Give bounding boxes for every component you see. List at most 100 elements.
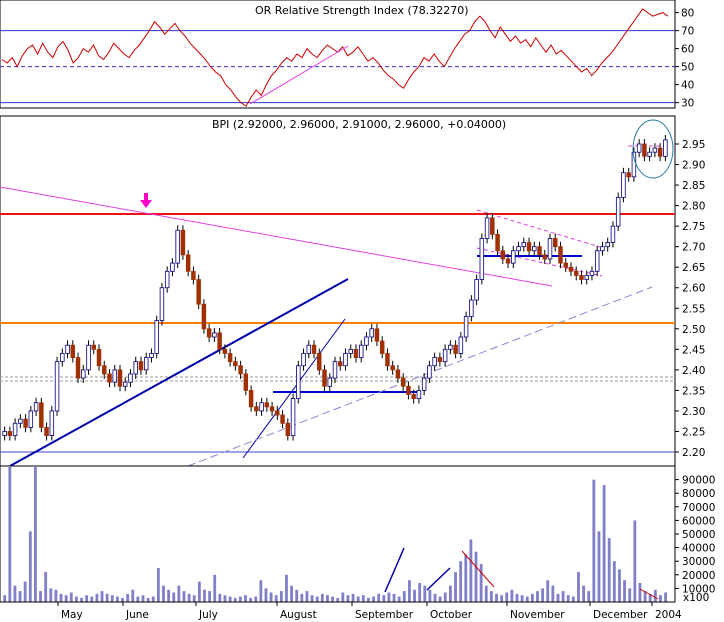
candle-down xyxy=(626,172,631,178)
candle-up xyxy=(432,357,437,367)
volume-bar xyxy=(336,597,340,602)
volume-bar xyxy=(300,593,304,602)
volume-bar xyxy=(305,591,309,602)
candle-down xyxy=(222,348,228,354)
volume-bar xyxy=(238,596,242,602)
candle-up xyxy=(474,279,479,301)
rsi-tick-label: 80 xyxy=(681,8,694,20)
volume-bar xyxy=(484,585,488,602)
volume-bar xyxy=(264,588,268,602)
rsi-title: OR Relative Strength Index (78.32270) xyxy=(255,4,469,17)
volume-bar xyxy=(13,585,17,602)
candle-down xyxy=(385,353,390,367)
volume-bar xyxy=(372,596,375,602)
volume-tick-label: 70000 xyxy=(682,502,715,514)
candle-down xyxy=(227,353,233,363)
candle-up xyxy=(149,353,154,358)
candle-down xyxy=(269,406,275,412)
price-tick-label: 2.45 xyxy=(682,344,705,356)
peak-arrow-icon xyxy=(140,193,152,208)
volume-bar xyxy=(75,596,78,602)
volume-bar xyxy=(618,569,621,602)
candle-up xyxy=(128,373,133,383)
downtrend-line-magenta xyxy=(0,186,553,287)
rsi-series-line xyxy=(1,8,669,107)
candle-up xyxy=(358,344,364,358)
rsi-tick-label: 60 xyxy=(681,44,694,56)
rsi-tick-label: 40 xyxy=(681,80,694,92)
candle-up xyxy=(516,246,521,252)
rsi-trendline xyxy=(249,45,349,105)
volume-bar xyxy=(39,591,42,602)
candle-down xyxy=(411,394,416,400)
candle-up xyxy=(448,344,453,350)
volume-bar xyxy=(597,531,601,602)
candle-down xyxy=(505,258,511,264)
volume-bar xyxy=(141,595,145,602)
volume-bar xyxy=(459,561,463,602)
candle-up xyxy=(301,353,306,367)
rsi-tick-label: 70 xyxy=(681,26,694,38)
candle-up xyxy=(521,242,527,248)
uptrend-line-blue xyxy=(9,278,349,467)
volume-trend-2 xyxy=(426,567,451,591)
candle-down xyxy=(243,373,249,391)
candle-down xyxy=(264,402,270,408)
candle-down xyxy=(495,233,500,252)
volume-bar xyxy=(341,592,345,602)
rsi-y-axis: 30 40 50 60 70 80 xyxy=(675,8,694,110)
price-tick-label: 2.25 xyxy=(682,426,705,438)
candle-up xyxy=(615,196,621,227)
volume-bar xyxy=(489,591,493,602)
candle-up xyxy=(469,299,474,317)
volume-bar xyxy=(356,596,360,602)
volume-bar xyxy=(628,588,632,602)
price-panel-frame xyxy=(0,115,676,467)
month-label: June xyxy=(125,609,149,621)
candle-down xyxy=(285,422,291,436)
volume-bar xyxy=(115,596,119,602)
volume-bar xyxy=(85,595,89,602)
candle-down xyxy=(44,426,49,436)
rsi-panel-frame xyxy=(0,0,676,109)
candle-down xyxy=(400,377,406,387)
candle-up xyxy=(364,336,369,346)
volume-bar xyxy=(551,585,555,602)
volume-bar xyxy=(208,591,212,602)
volume-bar xyxy=(479,563,483,602)
volume-bar xyxy=(454,572,457,602)
volume-bar xyxy=(648,593,652,602)
volume-trend-4 xyxy=(639,588,659,600)
volume-bar xyxy=(249,597,253,602)
volume-bar xyxy=(162,585,165,602)
price-tick-label: 2.30 xyxy=(682,406,705,418)
volume-bar xyxy=(612,561,616,602)
volume-bar xyxy=(495,593,498,602)
candle-up xyxy=(584,275,589,280)
candle-down xyxy=(311,344,317,354)
candle-down xyxy=(437,357,443,363)
volume-bar xyxy=(90,596,94,602)
volume-bar xyxy=(577,572,580,602)
candle-up xyxy=(610,225,616,243)
candle-down xyxy=(500,250,506,260)
volume-bar xyxy=(223,595,227,602)
volume-bar xyxy=(213,574,217,602)
candle-up xyxy=(348,348,353,354)
x-axis-months: May June July August September October Novembe… xyxy=(0,601,682,621)
candle-up xyxy=(306,344,312,354)
volume-bar xyxy=(602,485,606,602)
candle-up xyxy=(259,402,264,412)
volume-bar xyxy=(326,595,329,602)
volume-bar xyxy=(285,574,288,602)
candle-down xyxy=(191,270,196,280)
candle-up xyxy=(133,361,138,375)
candle-up xyxy=(296,365,301,400)
volume-bar xyxy=(387,592,391,602)
candle-down xyxy=(107,373,112,383)
volume-bar xyxy=(259,580,263,602)
volume-bar xyxy=(428,589,432,602)
price-y-axis: 2.20 2.25 2.30 2.35 2.40 2.45 2.50 2.55 2.60 2.65… xyxy=(675,139,705,459)
volume-tick-label: 10000 xyxy=(682,583,715,595)
